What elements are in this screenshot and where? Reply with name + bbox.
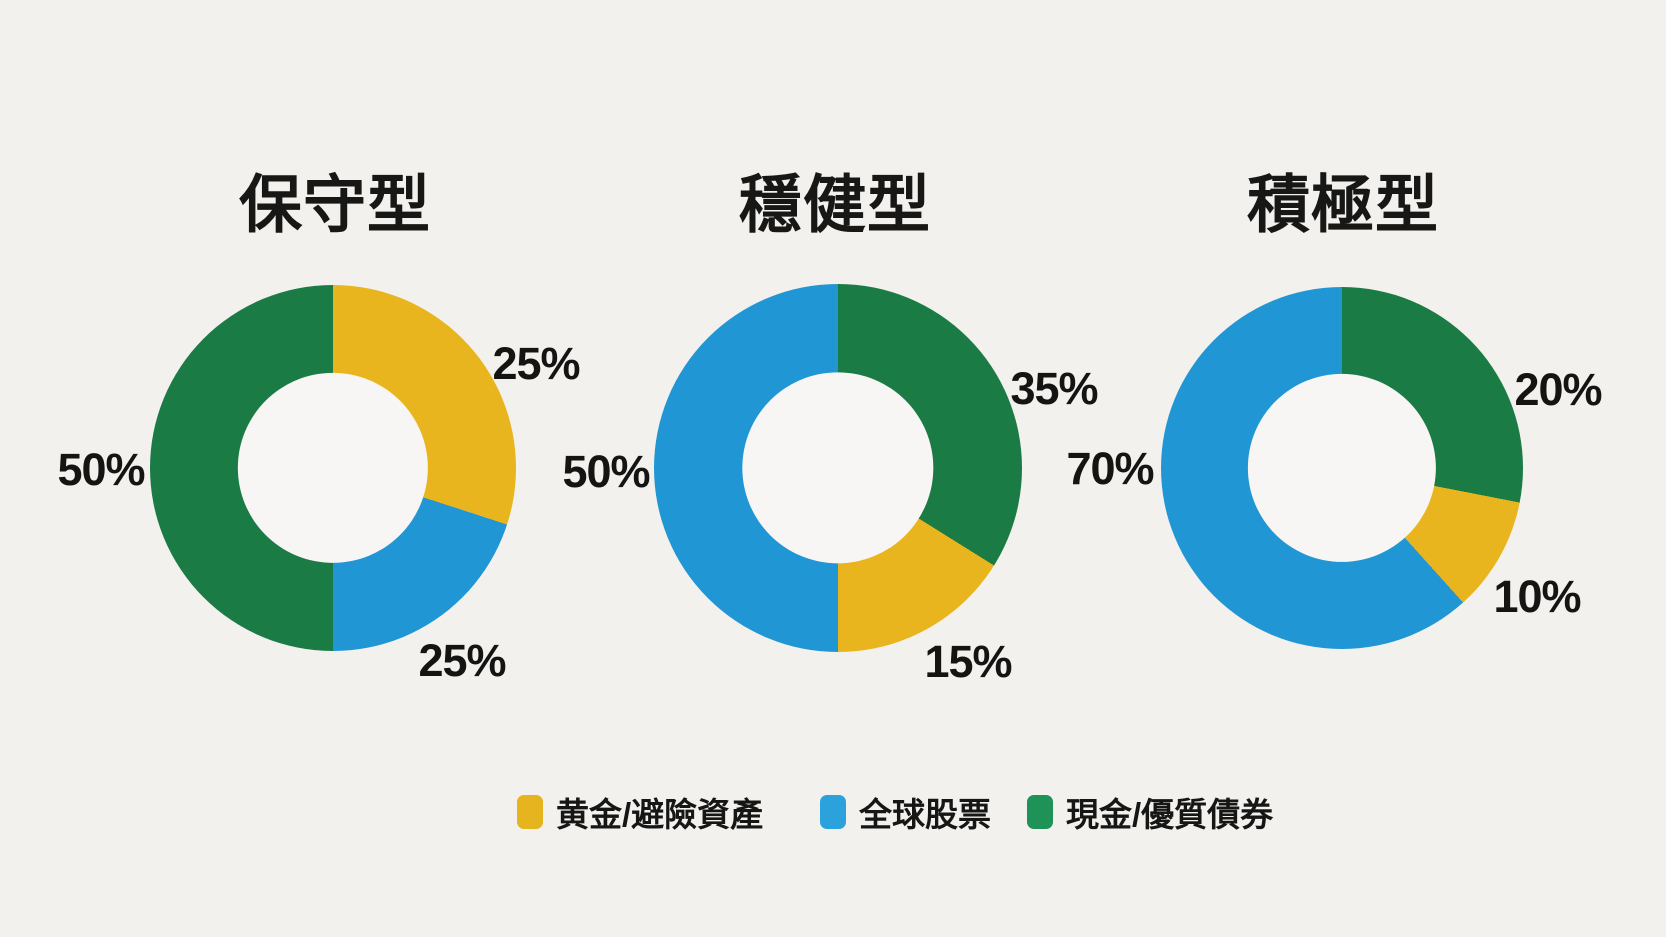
legend-label-gold: 黄金/避險資產: [556, 796, 764, 833]
legend-label-bonds: 現金/優質債券: [1066, 796, 1274, 833]
segment-label-bonds: 50%: [57, 444, 145, 495]
segment-label-gold: 25%: [492, 338, 580, 389]
segment-label-equities: 50%: [562, 446, 650, 497]
legend-item-gold: 黄金/避險資產: [517, 794, 763, 833]
donut-ring-balanced: [654, 284, 1022, 652]
donut-hole: [742, 372, 934, 564]
chart-title-aggressive: 積極型: [1247, 170, 1439, 241]
equities-swatch-icon: [820, 795, 846, 829]
segment-label-equities: 70%: [1066, 443, 1154, 494]
chart-title-conservative: 保守型: [239, 170, 431, 241]
legend-item-equities: 全球股票: [820, 794, 991, 833]
chart-title-balanced: 穩健型: [739, 170, 931, 241]
donut-ring-aggressive: [1161, 287, 1523, 649]
segment-label-bonds: 20%: [1514, 364, 1602, 415]
legend-label-equities: 全球股票: [859, 796, 991, 833]
segment-label-bonds: 35%: [1010, 363, 1098, 414]
segment-label-equities: 25%: [418, 635, 506, 686]
bonds-swatch-icon: [1027, 795, 1053, 829]
legend-item-bonds: 現金/優質債券: [1027, 794, 1273, 833]
segment-label-gold: 10%: [1493, 571, 1581, 622]
donut-ring-conservative: [150, 285, 516, 651]
donut-hole: [237, 372, 429, 564]
segment-label-gold: 15%: [924, 636, 1012, 687]
donut-hole: [1247, 373, 1437, 563]
gold-swatch-icon: [517, 795, 543, 829]
